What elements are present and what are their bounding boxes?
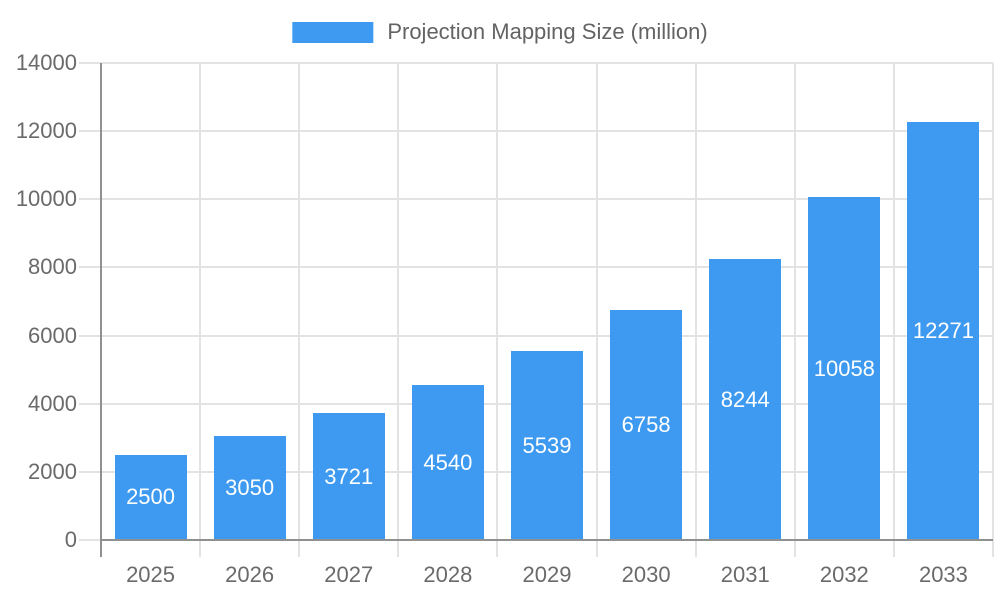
bar-value-label: 6758 xyxy=(621,411,671,437)
bar-2029[interactable] xyxy=(511,351,583,540)
bar-2027[interactable] xyxy=(312,413,385,540)
v-gridline xyxy=(199,63,202,540)
x-axis-tick xyxy=(199,540,202,557)
y-tick-label: 0 xyxy=(64,527,77,552)
bar-2031[interactable] xyxy=(709,259,782,540)
h-gridline xyxy=(101,334,993,337)
x-axis-tick xyxy=(298,540,301,557)
y-tick-label: 6000 xyxy=(28,322,77,348)
bar-2026[interactable] xyxy=(213,436,286,540)
bar-value-label: 5539 xyxy=(522,432,572,458)
h-gridline xyxy=(101,62,993,64)
v-gridline xyxy=(992,63,994,540)
v-gridline xyxy=(892,63,895,540)
x-tick-label: 2031 xyxy=(720,562,770,587)
y-tick-label: 10000 xyxy=(15,186,77,212)
x-tick-label: 2030 xyxy=(621,562,671,587)
v-gridline xyxy=(793,63,796,540)
y-axis-tick xyxy=(79,62,101,64)
y-tick-label: 2000 xyxy=(28,458,77,484)
y-axis-tick xyxy=(79,334,101,337)
y-tick-label: 8000 xyxy=(28,254,77,280)
v-gridline xyxy=(595,63,598,540)
x-axis-tick xyxy=(793,540,796,557)
h-gridline xyxy=(101,198,993,201)
x-tick-label: 2032 xyxy=(819,562,869,587)
y-axis-tick xyxy=(79,130,101,133)
x-axis-tick xyxy=(496,540,499,557)
y-axis-tick xyxy=(79,402,101,405)
v-gridline xyxy=(298,63,301,540)
x-axis-line xyxy=(100,539,993,541)
y-axis-tick xyxy=(79,470,101,473)
bar-value-label: 3050 xyxy=(225,475,275,501)
legend-label: Projection Mapping Size (million) xyxy=(387,19,708,44)
x-axis-tick xyxy=(397,540,400,557)
v-gridline xyxy=(496,63,499,540)
legend-item[interactable]: Projection Mapping Size (million) xyxy=(292,19,708,45)
x-axis-tick xyxy=(992,540,994,557)
y-axis-tick xyxy=(79,266,101,269)
x-tick-label: 2025 xyxy=(126,562,176,587)
bar-value-label: 8244 xyxy=(720,386,770,412)
x-axis-tick xyxy=(892,540,895,557)
y-axis-tick xyxy=(79,539,101,541)
bar-2028[interactable] xyxy=(411,385,484,540)
x-tick-label: 2028 xyxy=(423,562,473,587)
y-tick-label: 14000 xyxy=(15,50,77,75)
bar-2030[interactable] xyxy=(610,309,683,540)
h-gridline xyxy=(101,130,993,133)
bar-2025[interactable] xyxy=(114,454,187,540)
y-axis-line xyxy=(100,63,102,557)
x-axis-tick xyxy=(595,540,598,557)
y-tick-label: 4000 xyxy=(28,390,77,416)
y-axis-tick xyxy=(79,198,101,201)
bar-value-label: 3721 xyxy=(324,463,374,489)
legend-swatch xyxy=(292,21,374,43)
x-tick-label: 2026 xyxy=(225,562,275,587)
bar-2032[interactable] xyxy=(808,197,881,540)
bar-value-label: 12271 xyxy=(912,317,975,343)
bar-value-label: 4540 xyxy=(423,449,473,475)
bar-value-label: 10058 xyxy=(813,355,875,381)
x-axis-tick xyxy=(694,540,697,557)
h-gridline xyxy=(101,266,993,269)
x-tick-label: 2033 xyxy=(918,562,968,587)
y-tick-label: 12000 xyxy=(15,118,77,144)
v-gridline xyxy=(397,63,400,540)
x-tick-label: 2029 xyxy=(522,562,572,587)
x-tick-label: 2027 xyxy=(324,562,374,587)
bar-2033[interactable] xyxy=(907,121,980,540)
v-gridline xyxy=(694,63,697,540)
bar-value-label: 2500 xyxy=(126,484,176,510)
